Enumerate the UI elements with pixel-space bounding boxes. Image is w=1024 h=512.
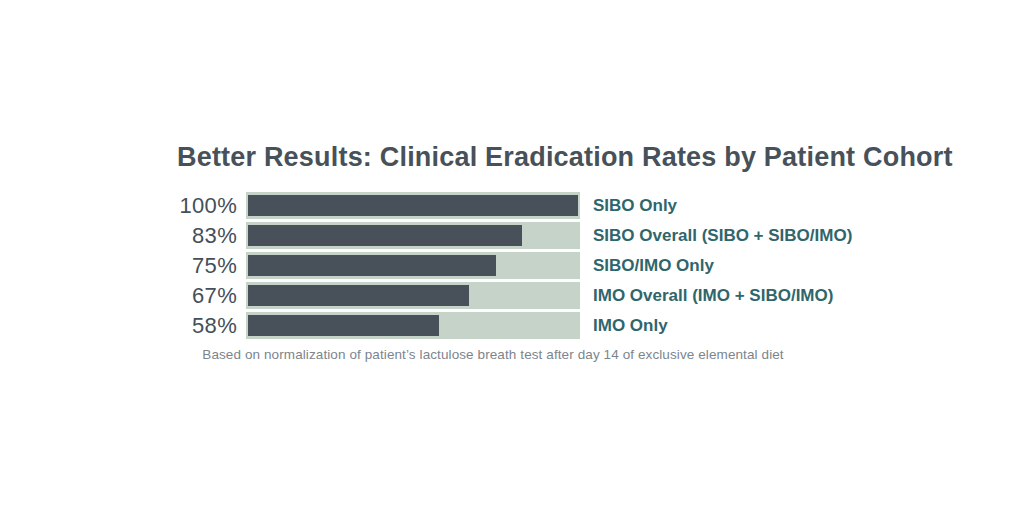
eradication-rates-chart: Better Results: Clinical Eradication Rat… <box>177 142 809 362</box>
bar-rows: 100% SIBO Only 83% SIBO Overall (SIBO + … <box>177 192 809 339</box>
bar-row-imo-overall: 67% IMO Overall (IMO + SIBO/IMO) <box>177 282 809 309</box>
bar-fill <box>248 255 496 276</box>
value-label: 100% <box>177 192 246 219</box>
bar-fill <box>248 315 439 336</box>
chart-canvas: Better Results: Clinical Eradication Rat… <box>0 0 1024 512</box>
bar-fill <box>248 285 469 306</box>
category-label: SIBO/IMO Only <box>580 252 714 279</box>
bar-row-imo-only: 58% IMO Only <box>177 312 809 339</box>
value-label: 58% <box>177 312 246 339</box>
bar-fill <box>248 225 522 246</box>
bar-track <box>246 312 580 339</box>
category-label: SIBO Only <box>580 192 677 219</box>
chart-title: Better Results: Clinical Eradication Rat… <box>177 142 809 173</box>
footnote: Based on normalization of patient’s lact… <box>177 347 809 362</box>
bar-track <box>246 282 580 309</box>
category-label: IMO Overall (IMO + SIBO/IMO) <box>580 282 833 309</box>
bar-fill <box>248 195 578 216</box>
bar-track <box>246 192 580 219</box>
bar-row-sibo-overall: 83% SIBO Overall (SIBO + SIBO/IMO) <box>177 222 809 249</box>
bar-row-sibo-only: 100% SIBO Only <box>177 192 809 219</box>
value-label: 67% <box>177 282 246 309</box>
bar-track <box>246 222 580 249</box>
value-label: 83% <box>177 222 246 249</box>
category-label: IMO Only <box>580 312 668 339</box>
bar-track <box>246 252 580 279</box>
value-label: 75% <box>177 252 246 279</box>
category-label: SIBO Overall (SIBO + SIBO/IMO) <box>580 222 852 249</box>
bar-row-sibo-imo-only: 75% SIBO/IMO Only <box>177 252 809 279</box>
